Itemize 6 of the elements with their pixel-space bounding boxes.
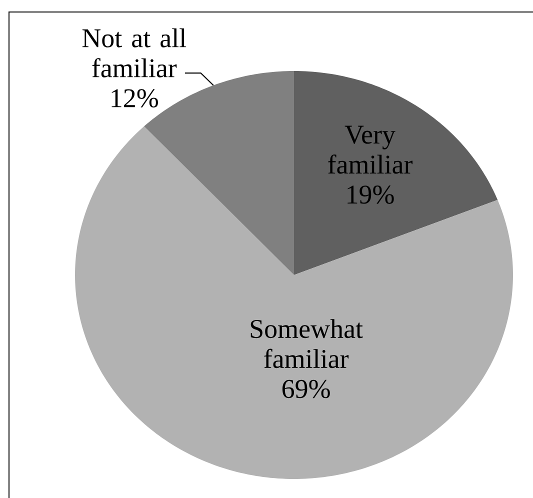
slice-label: Somewhat familiar	[250, 319, 363, 368]
slice-label: Not at all familiar	[82, 28, 186, 78]
data-label: 69%	[282, 380, 330, 398]
data-label: 19%	[348, 186, 394, 204]
data-label: 12%	[112, 89, 158, 108]
slice-label: Very familiar	[328, 126, 413, 174]
